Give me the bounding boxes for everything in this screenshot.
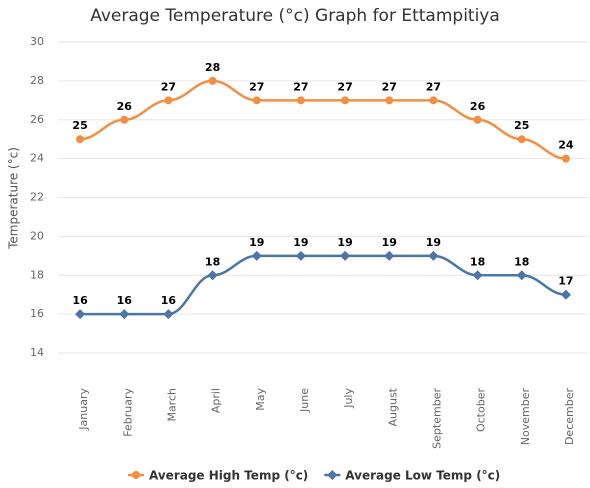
legend-label: Average High Temp (°c) [149, 469, 308, 483]
data-label: 18 [514, 255, 529, 268]
data-label: 19 [337, 236, 352, 249]
x-tick-label: November [519, 388, 532, 446]
legend-label: Average Low Temp (°c) [345, 469, 500, 483]
data-label: 27 [382, 80, 397, 93]
data-label: 19 [293, 236, 308, 249]
data-label: 24 [558, 139, 574, 152]
point [516, 270, 527, 281]
x-tick-label: February [121, 388, 134, 437]
y-axis-title: Temperature (°c) [7, 147, 21, 250]
data-label: 26 [470, 100, 486, 113]
point [207, 270, 218, 281]
x-tick-label: December [563, 388, 576, 446]
y-tick-label: 28 [30, 74, 44, 87]
data-label: 18 [470, 255, 485, 268]
point [252, 96, 261, 105]
y-tick-label: 24 [30, 152, 44, 165]
x-tick-label: May [254, 388, 267, 411]
x-tick-label: October [475, 388, 488, 432]
series-line [80, 254, 567, 316]
y-tick-label: 14 [30, 346, 44, 359]
point [120, 115, 129, 124]
data-label: 27 [293, 80, 308, 93]
data-label: 27 [337, 80, 352, 93]
point [561, 154, 570, 163]
data-label: 28 [205, 61, 220, 74]
point [295, 250, 306, 261]
point [296, 96, 305, 105]
point [208, 76, 217, 85]
point [76, 135, 85, 144]
data-label: 19 [382, 236, 397, 249]
point [428, 250, 439, 261]
y-tick-label: 26 [30, 113, 44, 126]
y-tick-label: 30 [30, 35, 44, 48]
data-label: 25 [514, 119, 529, 132]
x-tick-label: July [342, 388, 355, 409]
point [75, 309, 86, 320]
y-tick-label: 20 [30, 229, 44, 242]
data-label: 26 [117, 100, 133, 113]
point [472, 270, 483, 281]
y-tick-label: 16 [30, 307, 44, 320]
point [163, 309, 174, 320]
legend-marker [132, 471, 140, 479]
data-label: 27 [161, 80, 176, 93]
data-label: 16 [161, 294, 177, 307]
point [560, 289, 571, 300]
data-label: 17 [558, 275, 573, 288]
x-tick-label: September [430, 388, 443, 449]
data-label: 18 [205, 255, 220, 268]
point [340, 250, 351, 261]
legend-marker [327, 470, 338, 480]
data-label: 16 [72, 294, 88, 307]
x-tick-label: April [210, 388, 223, 413]
point [251, 250, 262, 261]
point [164, 96, 173, 105]
x-tick-label: January [77, 388, 90, 431]
data-label: 16 [117, 294, 133, 307]
point [341, 96, 350, 105]
y-tick-label: 22 [30, 191, 44, 204]
x-tick-label: August [386, 387, 399, 426]
data-label: 27 [426, 80, 441, 93]
data-label: 25 [72, 119, 87, 132]
point [384, 250, 395, 261]
point [473, 115, 482, 124]
y-tick-label: 18 [30, 268, 44, 281]
point [517, 135, 526, 144]
chart-title: Average Temperature (°c) Graph for Ettam… [90, 6, 500, 26]
data-label: 19 [426, 236, 441, 249]
data-label: 19 [249, 236, 264, 249]
x-tick-label: June [298, 388, 311, 413]
point [429, 96, 438, 105]
point [119, 309, 130, 320]
series-line [79, 79, 567, 160]
data-label: 27 [249, 80, 264, 93]
point [385, 96, 394, 105]
x-tick-label: March [165, 388, 178, 422]
